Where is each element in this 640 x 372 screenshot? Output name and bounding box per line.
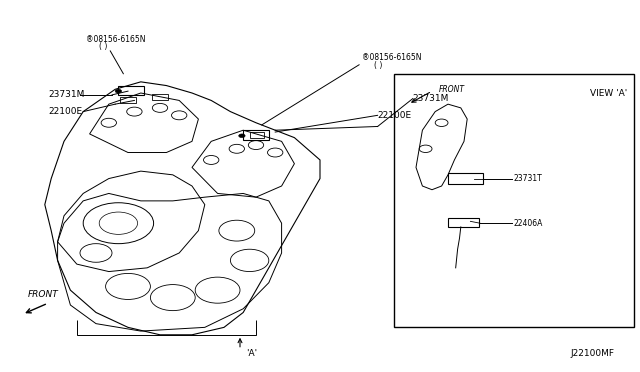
Text: 'A': 'A' — [246, 349, 257, 358]
Text: 23731M: 23731M — [413, 94, 449, 103]
Text: 22100E: 22100E — [378, 111, 412, 120]
Text: ®08156-6165N: ®08156-6165N — [86, 35, 146, 44]
Text: 22100E: 22100E — [48, 107, 82, 116]
Text: 23731M: 23731M — [48, 90, 84, 99]
Bar — [448, 218, 479, 227]
Text: FRONT: FRONT — [28, 291, 59, 299]
Bar — [120, 97, 136, 103]
Bar — [152, 94, 168, 100]
Bar — [394, 74, 634, 327]
Text: VIEW 'A': VIEW 'A' — [590, 89, 627, 98]
Bar — [448, 173, 483, 184]
Bar — [243, 130, 269, 140]
Text: ®08156-6165N: ®08156-6165N — [362, 53, 421, 62]
Bar — [118, 86, 144, 95]
Text: 23731T: 23731T — [514, 174, 543, 183]
Text: 22406A: 22406A — [514, 219, 543, 228]
Circle shape — [239, 134, 245, 138]
Text: J22100MF: J22100MF — [570, 349, 614, 358]
Text: ( ): ( ) — [374, 61, 383, 70]
Circle shape — [115, 89, 122, 93]
Text: FRONT: FRONT — [438, 85, 465, 94]
Text: ( ): ( ) — [99, 42, 108, 51]
Bar — [250, 132, 264, 138]
